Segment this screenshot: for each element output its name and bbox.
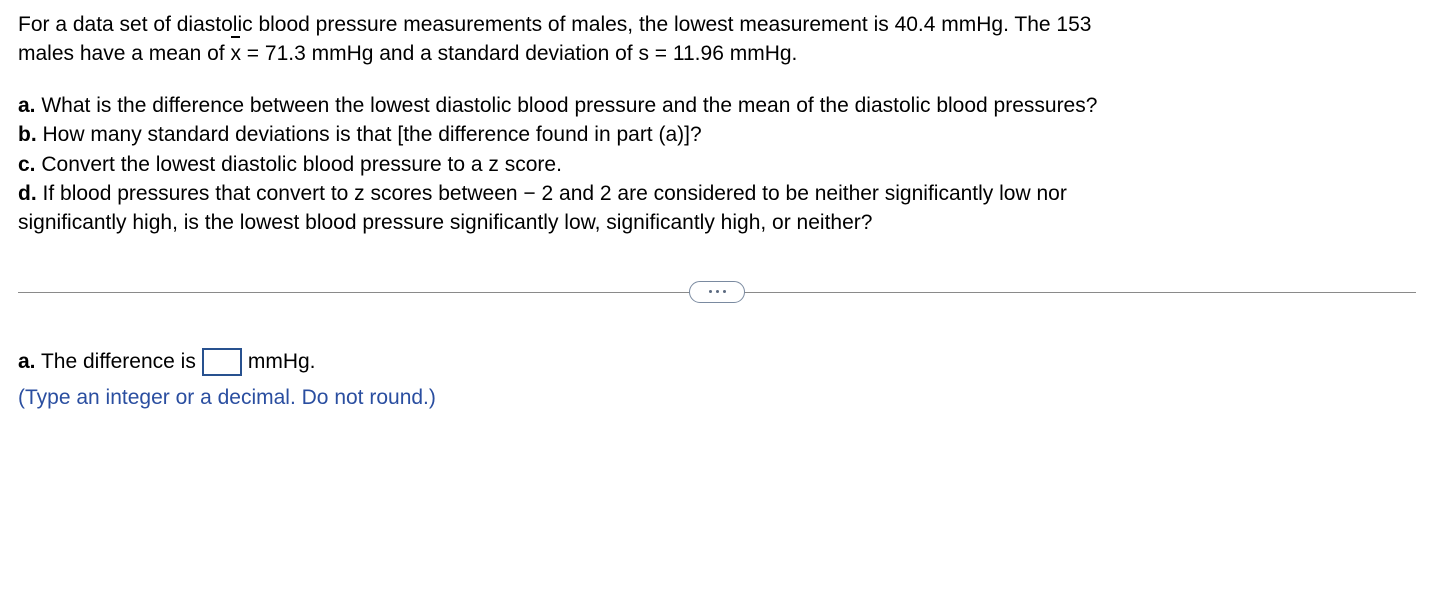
question-d: d. If blood pressures that convert to z … (18, 179, 1416, 208)
ellipsis-icon (716, 290, 719, 293)
question-d-line2: significantly high, is the lowest blood … (18, 208, 1416, 237)
answer-hint: (Type an integer or a decimal. Do not ro… (18, 382, 1416, 415)
ellipsis-icon (709, 290, 712, 293)
answer-post: mmHg. (248, 346, 316, 379)
label-a: a. (18, 94, 36, 117)
intro-line2-post: = 71.3 mmHg and a standard deviation of … (241, 42, 797, 65)
label-c: c. (18, 153, 36, 176)
answer-input[interactable] (202, 348, 242, 376)
answer-label-text: a. The difference is (18, 346, 196, 379)
answer-section: a. The difference is mmHg. (Type an inte… (18, 346, 1416, 415)
intro-line2-pre: males have a mean of (18, 42, 230, 65)
expand-button[interactable] (689, 281, 745, 303)
section-divider (18, 278, 1416, 306)
answer-line-a: a. The difference is mmHg. (18, 346, 1416, 379)
text-d-line1: If blood pressures that convert to z sco… (37, 182, 1067, 205)
problem-intro: For a data set of diastolic blood pressu… (18, 10, 1416, 69)
question-list: a. What is the difference between the lo… (18, 91, 1416, 238)
x-bar-symbol: x (230, 39, 241, 68)
question-b: b. How many standard deviations is that … (18, 120, 1416, 149)
answer-label: a. (18, 350, 36, 373)
ellipsis-icon (723, 290, 726, 293)
label-d: d. (18, 182, 37, 205)
question-c: c. Convert the lowest diastolic blood pr… (18, 150, 1416, 179)
intro-line1: For a data set of diastolic blood pressu… (18, 13, 1091, 36)
text-c: Convert the lowest diastolic blood press… (36, 153, 562, 176)
label-b: b. (18, 123, 37, 146)
text-b: How many standard deviations is that [th… (37, 123, 702, 146)
answer-pre: The difference is (36, 350, 196, 373)
question-a: a. What is the difference between the lo… (18, 91, 1416, 120)
text-a: What is the difference between the lowes… (36, 94, 1098, 117)
